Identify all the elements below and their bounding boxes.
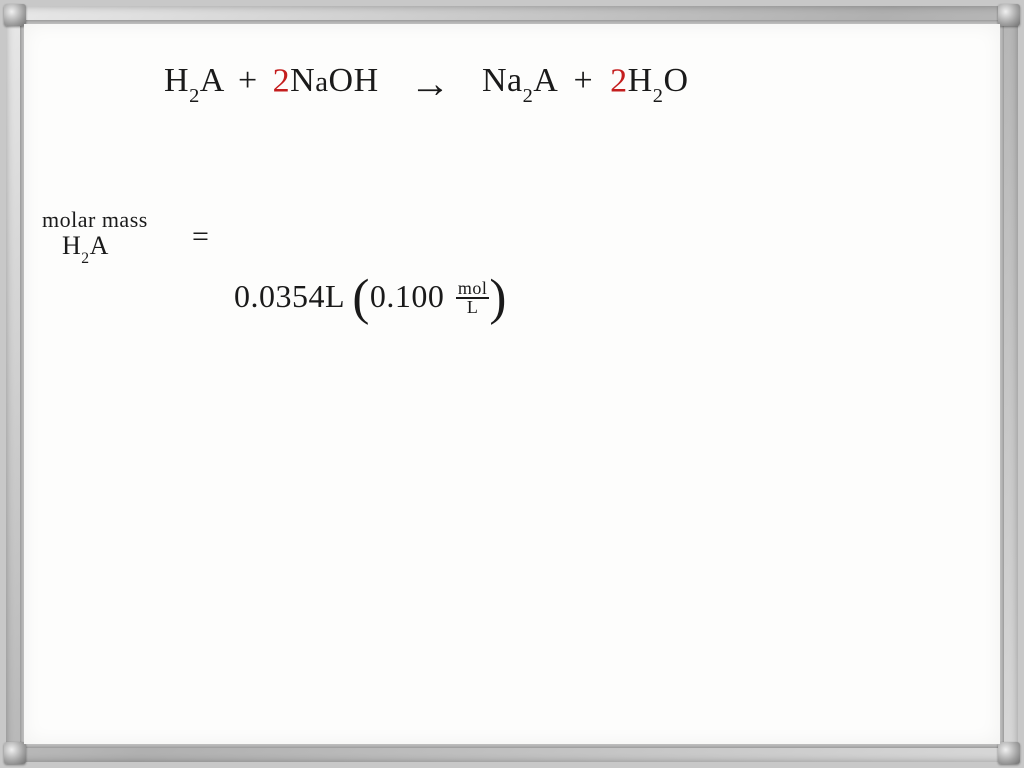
frame-corner-tr — [998, 4, 1020, 26]
equation-line: H2A + 2NaOH → Na2A + 2H2O — [164, 60, 689, 107]
label-h: H — [62, 231, 81, 260]
p1-base: Na — [482, 62, 523, 99]
whiteboard-surface: H2A + 2NaOH → Na2A + 2H2O molar mass H2A… — [24, 24, 1000, 744]
r1-tail: A — [200, 62, 223, 99]
frame-corner-bl — [4, 742, 26, 764]
p2-sub: 2 — [653, 85, 664, 107]
r2-b: a — [315, 66, 328, 98]
frame-corner-tl — [4, 4, 26, 26]
r1-base: H — [164, 62, 189, 99]
p2-base: H — [628, 62, 653, 99]
unit-numerator: mol — [456, 280, 490, 298]
p1-sub: 2 — [523, 85, 534, 107]
product-1: Na2A — [482, 62, 566, 99]
equals-sign: = — [192, 220, 209, 254]
whiteboard-frame-inner: H2A + 2NaOH → Na2A + 2H2O molar mass H2A… — [20, 20, 1004, 748]
coef-1: 2 — [273, 62, 291, 99]
label-a: A — [90, 231, 109, 260]
calc-volume: 0.0354L — [234, 278, 344, 314]
label-line1: molar mass — [42, 208, 148, 232]
reactant-2: NaOH — [290, 62, 379, 99]
label-line2: H2A — [62, 232, 148, 264]
plus-2: + — [573, 62, 593, 99]
calc-unit-fraction: mol L — [456, 280, 490, 314]
frame-corner-br — [998, 742, 1020, 764]
r2-c: OH — [329, 62, 379, 99]
paren-open: ( — [352, 269, 370, 326]
reaction-arrow: → — [410, 60, 451, 107]
r1-sub: 2 — [189, 85, 200, 107]
coef-2: 2 — [610, 62, 628, 99]
plus-1: + — [238, 62, 258, 99]
label-sub: 2 — [81, 250, 89, 267]
calculation-expression: 0.0354L (0.100 mol L ) — [234, 270, 507, 329]
calc-concentration: 0.100 — [370, 278, 445, 314]
whiteboard-frame-outer: H2A + 2NaOH → Na2A + 2H2O molar mass H2A… — [6, 6, 1018, 762]
reactant-1: H2A — [164, 62, 232, 99]
molar-mass-label: molar mass H2A — [42, 208, 148, 265]
paren-close: ) — [489, 269, 507, 326]
product-2: H2O — [628, 62, 689, 99]
r2-a: N — [290, 62, 315, 99]
unit-denominator: L — [456, 299, 490, 315]
p1-tail: A — [533, 62, 556, 99]
p2-tail: O — [663, 62, 688, 99]
